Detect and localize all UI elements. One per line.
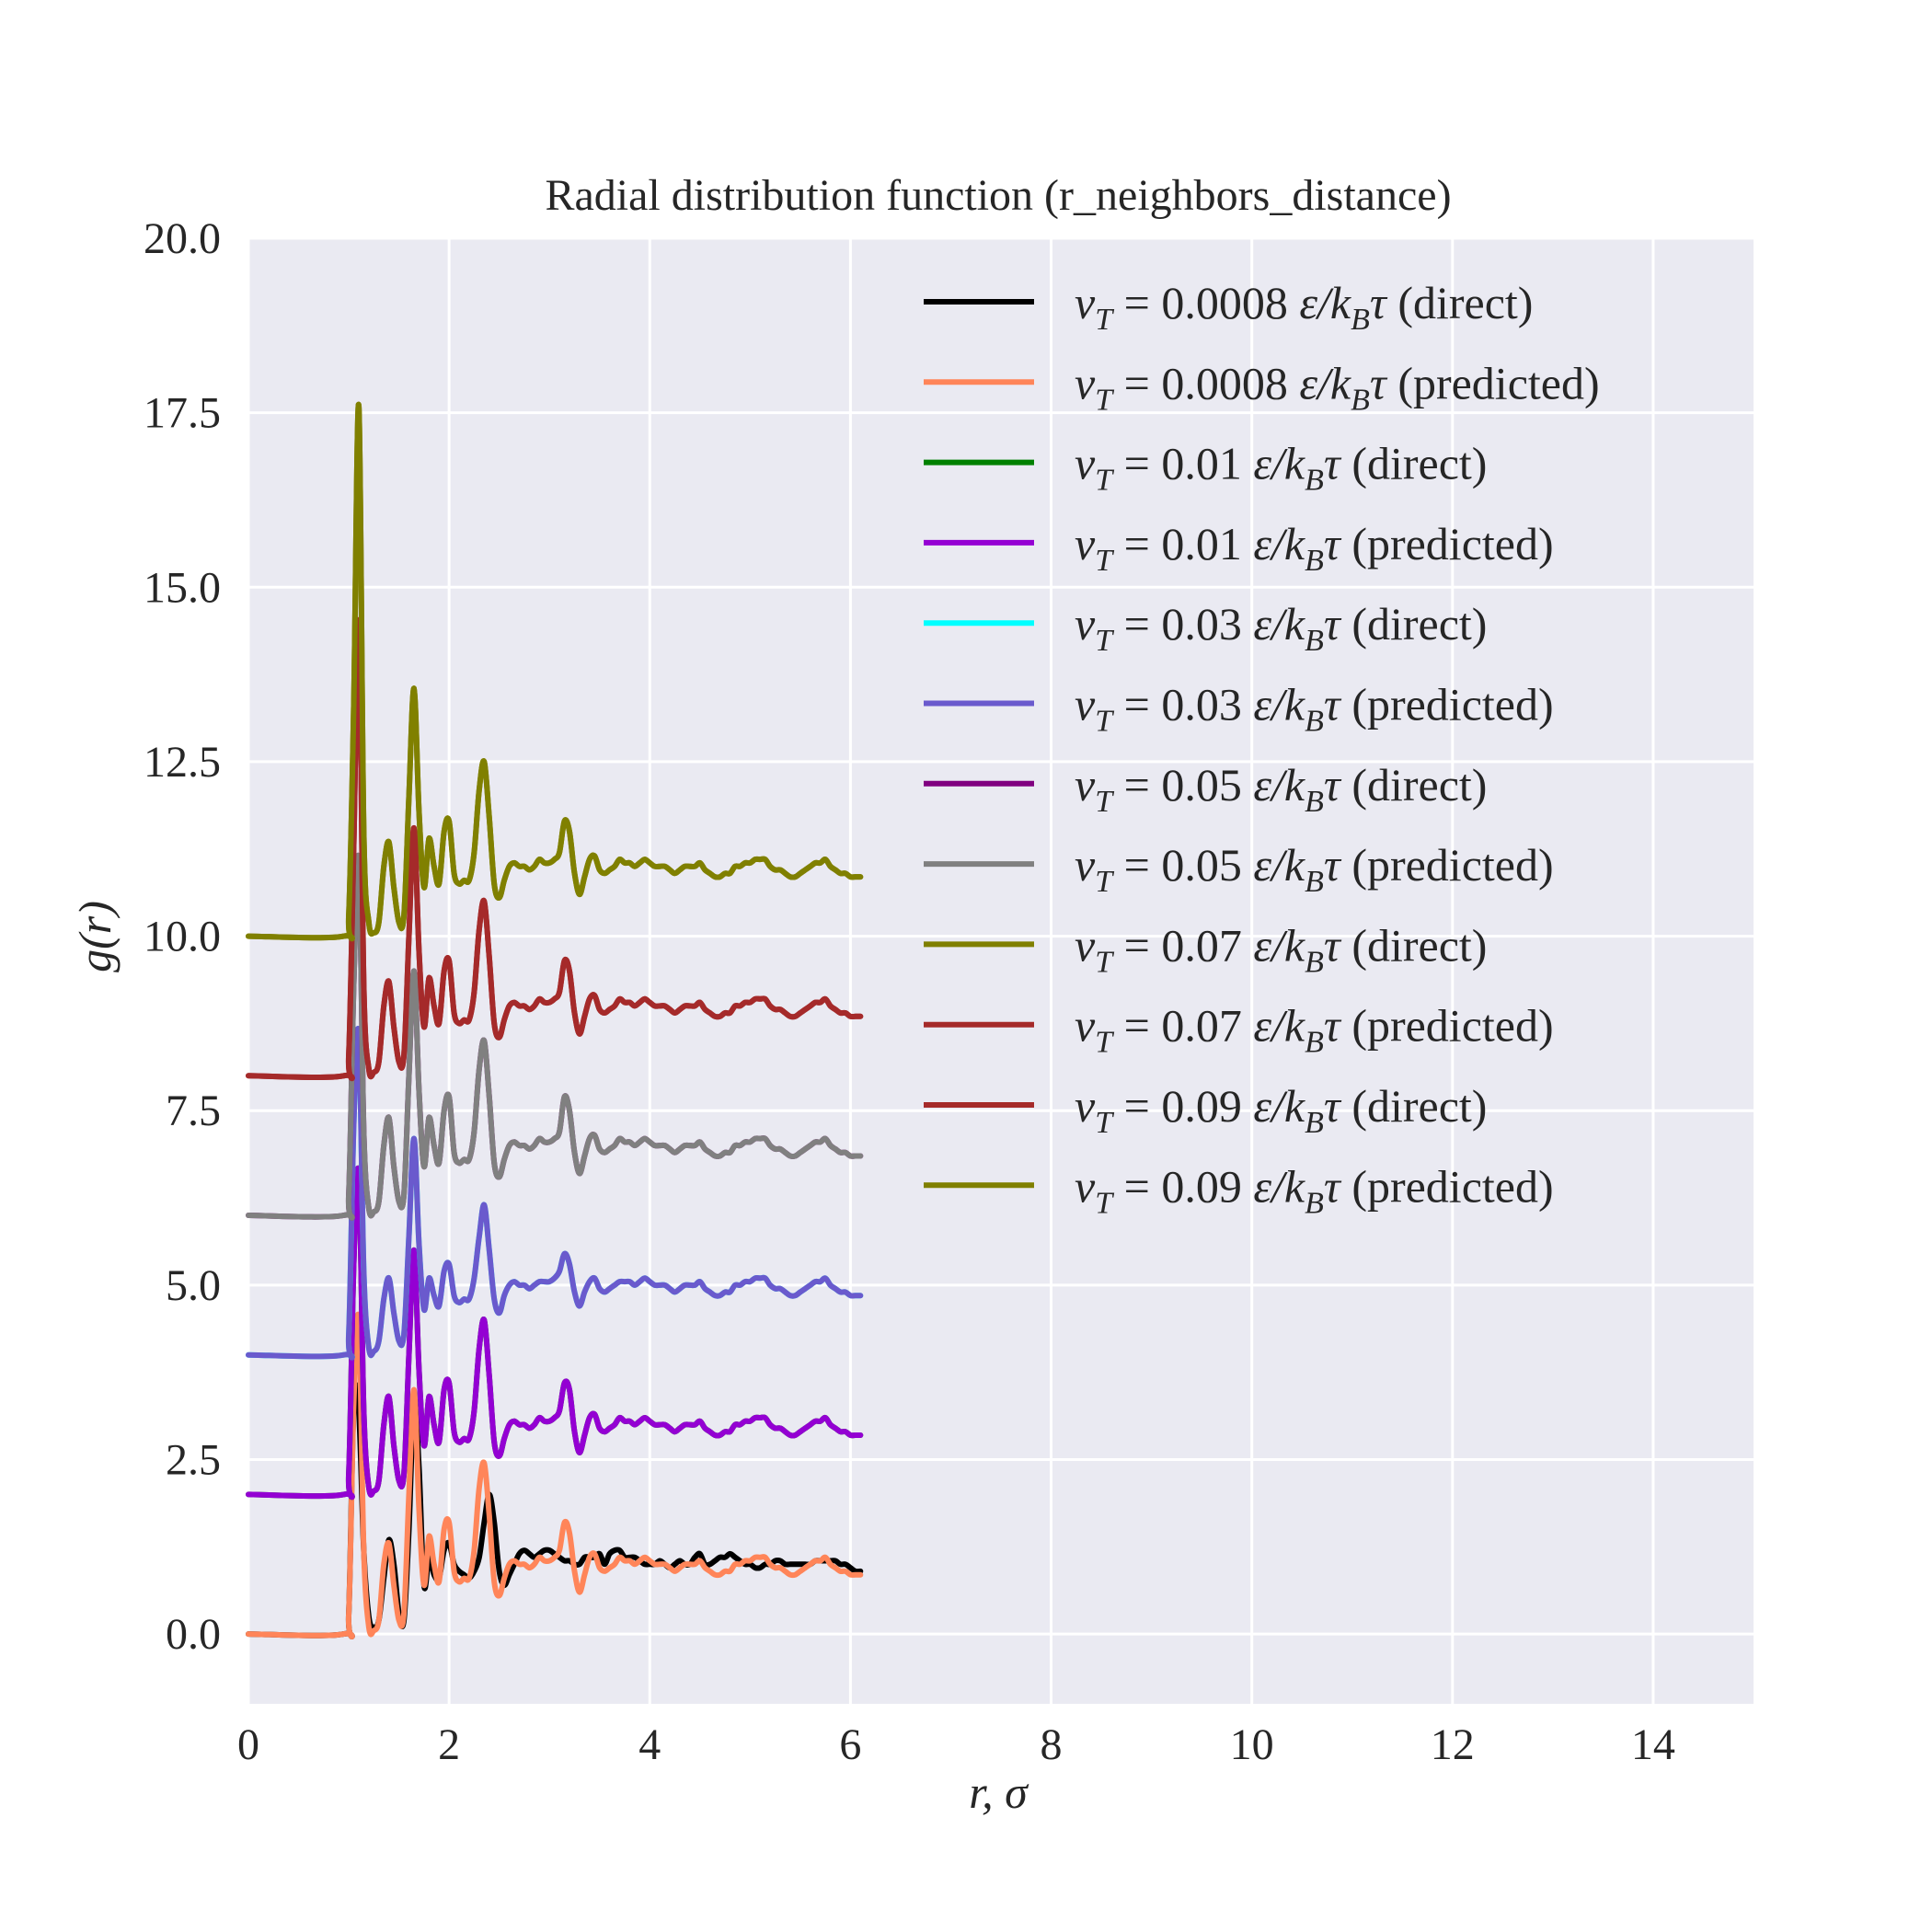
series-line-7 <box>246 853 864 1221</box>
legend-label-11: vT = 0.09 ε/kBτ (predicted) <box>1075 1160 1554 1220</box>
x-tick-label: 14 <box>1631 1720 1675 1769</box>
x-tick-label: 0 <box>237 1720 259 1769</box>
series-layer <box>246 401 864 1639</box>
legend-label-10: vT = 0.09 ε/kBτ (direct) <box>1075 1080 1487 1140</box>
y-tick-label: 0.0 <box>166 1610 221 1659</box>
y-tick-label: 17.5 <box>144 389 221 438</box>
x-tick-label: 6 <box>839 1720 861 1769</box>
legend-label-4: vT = 0.03 ε/kBτ (direct) <box>1075 598 1487 658</box>
x-axis-label: r, σ <box>969 1766 1029 1818</box>
legend-label-2: vT = 0.01 ε/kBτ (direct) <box>1075 438 1487 498</box>
y-tick-label: 15.0 <box>144 563 221 612</box>
x-tick-label: 2 <box>438 1720 460 1769</box>
legend-label-5: vT = 0.03 ε/kBτ (predicted) <box>1075 679 1554 739</box>
legend-label-1: vT = 0.0008 ε/kBτ (predicted) <box>1075 357 1600 417</box>
y-tick-label: 12.5 <box>144 738 221 787</box>
series-line-3 <box>246 1165 864 1501</box>
series-line-5 <box>246 1026 864 1361</box>
x-tick-label: 4 <box>638 1720 661 1769</box>
series-line-11 <box>246 401 864 942</box>
legend-label-6: vT = 0.05 ε/kBτ (direct) <box>1075 759 1487 819</box>
series-line-10 <box>246 616 864 1082</box>
legend-label-8: vT = 0.07 ε/kBτ (direct) <box>1075 919 1487 979</box>
legend-label-3: vT = 0.01 ε/kBτ (predicted) <box>1075 518 1554 578</box>
series-line-1 <box>246 1311 864 1639</box>
x-tick-label: 12 <box>1431 1720 1475 1769</box>
grid-lines <box>247 236 1754 1704</box>
y-tick-label: 20.0 <box>144 214 221 263</box>
y-tick-label: 7.5 <box>166 1087 221 1135</box>
legend-label-9: vT = 0.07 ε/kBτ (predicted) <box>1075 1000 1554 1060</box>
legend-label-7: vT = 0.05 ε/kBτ (predicted) <box>1075 839 1554 899</box>
x-tick-label: 8 <box>1041 1720 1063 1769</box>
y-tick-label: 5.0 <box>166 1261 221 1310</box>
y-axis-label: g(r) <box>69 901 121 972</box>
tick-labels: 0 2 4 6 8 10 12 14 0.0 2.5 5.0 7.5 10.0 12.5 15.0 17.5 2… <box>144 214 1675 1769</box>
y-tick-label: 10.0 <box>144 913 221 961</box>
legend: vT = 0.0008 ε/kBτ (direct) vT = 0.0008 ε/… <box>924 277 1600 1220</box>
x-tick-label: 10 <box>1230 1720 1274 1769</box>
y-tick-label: 2.5 <box>166 1436 221 1485</box>
chart-title: Radial distribution function (r_neighbor… <box>545 171 1451 220</box>
legend-label-0: vT = 0.0008 ε/kBτ (direct) <box>1075 277 1533 337</box>
